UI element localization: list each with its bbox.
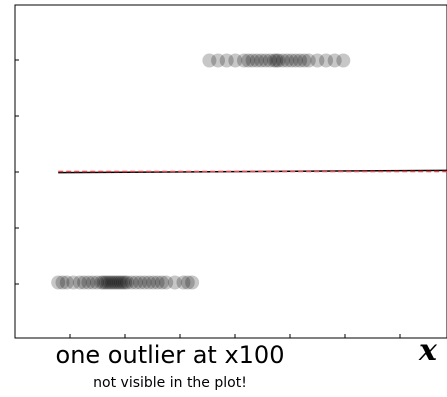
data-point	[77, 275, 92, 290]
data-point	[310, 53, 325, 68]
data-point	[275, 53, 290, 68]
data-point	[109, 275, 124, 290]
data-point	[284, 53, 299, 68]
data-point	[124, 275, 139, 290]
data-point	[185, 275, 200, 290]
data-point	[327, 53, 342, 68]
axis-ticks	[15, 59, 401, 338]
data-point	[96, 275, 111, 290]
data-point	[113, 275, 128, 290]
data-point	[211, 53, 226, 68]
data-point	[228, 53, 243, 68]
data-point	[120, 275, 135, 290]
data-point	[176, 275, 191, 290]
data-point	[85, 275, 100, 290]
fit-lines	[58, 169, 447, 174]
data-point	[72, 275, 87, 290]
data-point	[245, 53, 260, 68]
data-point	[137, 275, 152, 290]
data-point	[81, 275, 96, 290]
data-point	[111, 275, 126, 290]
data-point	[103, 275, 118, 290]
data-point	[254, 53, 269, 68]
data-point	[236, 53, 251, 68]
data-point	[202, 53, 217, 68]
data-point	[133, 275, 148, 290]
data-point	[66, 275, 81, 290]
x-axis-label: x	[419, 333, 437, 368]
data-point	[98, 275, 113, 290]
data-point	[100, 275, 115, 290]
data-point	[141, 275, 156, 290]
data-point	[219, 53, 234, 68]
data-point	[128, 275, 143, 290]
data-point	[297, 53, 312, 68]
data-point	[107, 275, 122, 290]
data-points	[51, 53, 351, 290]
data-point	[271, 53, 286, 68]
data-point	[336, 53, 351, 68]
data-point	[293, 53, 308, 68]
data-point	[269, 53, 284, 68]
data-point	[116, 275, 130, 290]
data-point	[59, 275, 74, 290]
data-point	[180, 275, 195, 290]
data-point	[167, 275, 182, 290]
data-point	[90, 275, 105, 290]
data-point	[280, 53, 295, 68]
data-point	[150, 275, 165, 290]
data-point	[288, 53, 303, 68]
data-point	[51, 275, 66, 290]
data-point	[249, 53, 264, 68]
outlier-caption: one outlier at x100	[55, 341, 285, 369]
data-point	[258, 53, 273, 68]
data-point	[319, 53, 334, 68]
data-point	[262, 53, 277, 68]
data-point	[105, 275, 120, 290]
data-point	[94, 275, 109, 290]
data-point	[118, 275, 133, 290]
data-point	[55, 275, 70, 290]
data-point	[154, 275, 169, 290]
data-point	[267, 53, 282, 68]
data-point	[301, 53, 316, 68]
data-point	[241, 53, 256, 68]
data-point	[146, 275, 161, 290]
outlier-subcaption: not visible in the plot!	[93, 375, 247, 391]
data-point	[159, 275, 174, 290]
